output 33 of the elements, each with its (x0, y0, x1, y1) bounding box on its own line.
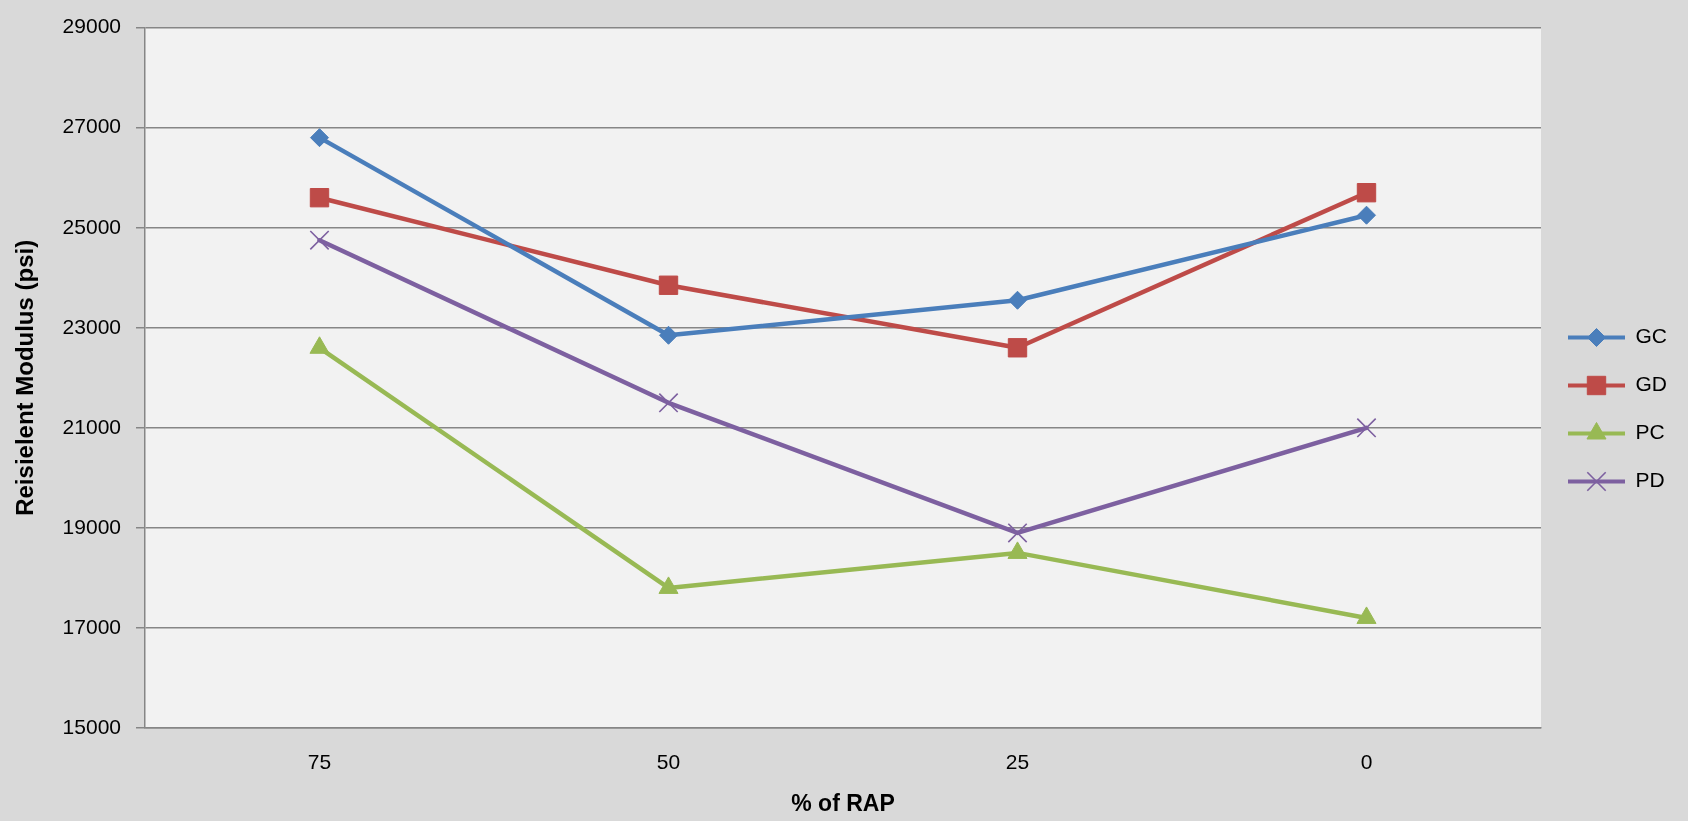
point (309, 230, 330, 251)
point (658, 392, 679, 413)
y-axis-title: Reisielent Modulus (psi) (11, 239, 39, 516)
point (659, 325, 678, 345)
point (658, 576, 679, 594)
point (309, 188, 330, 208)
y-tick-label: 15000 (62, 714, 121, 738)
x-tick-label: 25 (1005, 750, 1030, 774)
legend-label: PC (1635, 420, 1665, 444)
point (1007, 522, 1028, 543)
x-tick-label: 50 (656, 750, 681, 774)
point (1007, 541, 1028, 559)
y-tick-label: 25000 (62, 214, 121, 238)
y-tick-label: 27000 (62, 114, 121, 138)
y-tick-label: 29000 (62, 14, 121, 38)
point (310, 128, 329, 148)
point (658, 275, 679, 295)
legend-label: PD (1635, 468, 1665, 492)
point (1356, 183, 1377, 203)
point (1356, 417, 1377, 438)
x-axis-title: % of RAP (791, 789, 895, 816)
y-tick-label: 23000 (62, 314, 121, 338)
point (1007, 338, 1028, 358)
x-tick-label: 0 (1360, 750, 1373, 774)
legend-label: GC (1635, 324, 1667, 348)
y-tick-label: 21000 (62, 414, 121, 438)
y-tick-label: 19000 (62, 514, 121, 538)
point (1008, 290, 1027, 310)
point (1356, 606, 1377, 624)
x-tick-label: 75 (307, 750, 332, 774)
legend-label: GD (1635, 372, 1667, 396)
y-tick-label: 17000 (62, 614, 121, 638)
point (1357, 205, 1376, 225)
